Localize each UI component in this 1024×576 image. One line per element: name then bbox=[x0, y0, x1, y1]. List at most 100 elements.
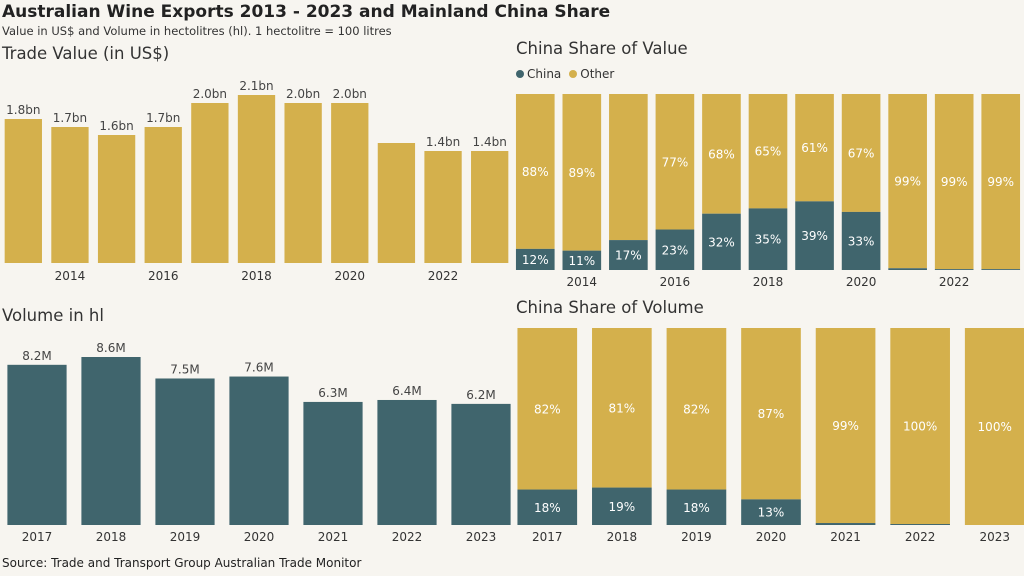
volume-data-label-2021: 6.3M bbox=[318, 386, 347, 400]
china-share-value-other-label-2016: 77% bbox=[662, 155, 689, 169]
trade-value-bar-2014 bbox=[51, 127, 89, 263]
china-share-value-bar-other-2017 bbox=[702, 94, 741, 214]
trade-value-bar-2018 bbox=[237, 95, 276, 263]
trade-value-data-label-2023: 1.4bn bbox=[473, 135, 507, 149]
china-share-value-china-label-2018: 35% bbox=[755, 233, 782, 247]
trade-value-data-label-2015: 1.6bn bbox=[99, 119, 133, 133]
china-share-value-bar-china-2019 bbox=[795, 201, 834, 270]
trade-value-tick-label-2020: 2020 bbox=[334, 269, 365, 283]
trade-value-tick-label-2014: 2014 bbox=[55, 269, 86, 283]
legend-item-other: Other bbox=[569, 67, 614, 81]
china-share-volume-bar-other-2017 bbox=[517, 328, 578, 490]
china-share-volume-bar-other-2021 bbox=[815, 328, 876, 524]
china-share-value-tick-label-2014: 2014 bbox=[567, 275, 598, 289]
legend-label-china: China bbox=[527, 67, 562, 81]
china-share-value-bar-other-2022 bbox=[934, 94, 974, 270]
legend-label-other: Other bbox=[580, 67, 615, 81]
china-share-value-bar-other-2016 bbox=[655, 94, 695, 230]
china-share-value-bar-china-2022 bbox=[934, 269, 974, 270]
trade-value-tick-label-2018: 2018 bbox=[241, 269, 272, 283]
trade-value-tick-label-2022: 2022 bbox=[428, 269, 459, 283]
china-share-value-other-label-2017: 68% bbox=[708, 147, 735, 161]
china-share-volume-other-label-2019: 82% bbox=[683, 402, 710, 416]
china-share-value-other-label-2021: 99% bbox=[894, 175, 921, 189]
china-share-volume-bar-china-2020 bbox=[741, 499, 801, 525]
china-share-value-other-label-2020: 67% bbox=[848, 146, 875, 160]
volume-data-label-2020: 7.6M bbox=[244, 361, 273, 375]
china-share-value-tick-label-2020: 2020 bbox=[846, 275, 877, 289]
china-share-value-bar-other-2018 bbox=[748, 94, 788, 209]
volume-tick-label-2021: 2021 bbox=[318, 530, 349, 544]
china-share-value-other-label-2019: 61% bbox=[801, 141, 828, 155]
volume-bar-2023 bbox=[451, 403, 511, 525]
volume-title: Volume in hl bbox=[2, 306, 104, 325]
china-share-value-bar-china-2020 bbox=[841, 211, 881, 270]
china-share-value-title: China Share of Value bbox=[516, 39, 688, 58]
china-share-value-bar-china-2017 bbox=[702, 213, 741, 270]
china-share-volume-other-label-2022: 100% bbox=[903, 420, 937, 434]
volume-bar-2021 bbox=[303, 401, 363, 525]
china-share-value-other-label-2013: 88% bbox=[522, 165, 549, 179]
china-share-value-china-label-2017: 32% bbox=[708, 235, 735, 249]
legend-swatch-china bbox=[516, 70, 524, 78]
volume-tick-label-2018: 2018 bbox=[96, 530, 127, 544]
china-share-value-bar-other-2021 bbox=[888, 94, 927, 269]
china-share-value-bar-other-2019 bbox=[795, 94, 834, 202]
china-share-value-bar-other-2015 bbox=[609, 94, 648, 241]
china-share-value-bar-other-2020 bbox=[841, 94, 881, 212]
trade-value-bar-2016 bbox=[144, 127, 182, 263]
china-share-volume-tick-label-2017: 2017 bbox=[532, 530, 563, 544]
china-share-volume-bar-other-2023 bbox=[964, 328, 1024, 525]
legend-item-china: China bbox=[516, 67, 561, 81]
china-share-volume-bar-china-2022 bbox=[890, 524, 950, 525]
china-share-volume-bar-other-2020 bbox=[741, 328, 801, 500]
china-share-value-bar-china-2015 bbox=[609, 240, 648, 270]
volume-bar-2022 bbox=[377, 399, 437, 525]
china-share-value-bar-china-2014 bbox=[562, 250, 602, 270]
trade-value-data-label-2018: 2.1bn bbox=[239, 79, 273, 93]
china-share-value-tick-label-2018: 2018 bbox=[753, 275, 784, 289]
china-share-volume-other-label-2018: 81% bbox=[609, 401, 636, 415]
trade-value-bar-2022 bbox=[424, 151, 462, 263]
china-share-value-other-label-2023: 99% bbox=[987, 175, 1014, 189]
china-share-value-china-label-2013: 12% bbox=[522, 253, 549, 267]
china-share-value-bar-china-2018 bbox=[748, 208, 788, 270]
trade-value-tick-label-2016: 2016 bbox=[148, 269, 179, 283]
china-share-value-tick-label-2022: 2022 bbox=[939, 275, 970, 289]
china-share-volume-other-label-2020: 87% bbox=[758, 407, 785, 421]
trade-value-bar-2020 bbox=[331, 103, 369, 263]
china-share-volume-china-label-2020: 13% bbox=[758, 506, 785, 520]
page-subtitle: Value in US$ and Volume in hectolitres (… bbox=[2, 24, 392, 38]
trade-value-bar-2023 bbox=[471, 151, 509, 263]
trade-value-data-label-2020: 2.0bn bbox=[333, 87, 367, 101]
trade-value-data-label-2019: 2.0bn bbox=[286, 87, 320, 101]
volume-tick-label-2017: 2017 bbox=[22, 530, 53, 544]
china-share-value-china-label-2015: 17% bbox=[615, 249, 642, 263]
china-share-volume-bar-china-2019 bbox=[666, 489, 727, 525]
china-share-value-other-label-2014: 89% bbox=[568, 166, 595, 180]
volume-data-label-2023: 6.2M bbox=[466, 388, 495, 402]
volume-data-label-2019: 7.5M bbox=[170, 362, 199, 376]
volume-tick-label-2022: 2022 bbox=[392, 530, 423, 544]
trade-value-bar-2021 bbox=[377, 143, 416, 263]
share-legend: China Other bbox=[516, 67, 614, 81]
volume-tick-label-2023: 2023 bbox=[466, 530, 497, 544]
china-share-value-other-label-2022: 99% bbox=[941, 175, 968, 189]
china-share-volume-china-label-2018: 19% bbox=[609, 500, 636, 514]
legend-swatch-other bbox=[569, 70, 578, 78]
trade-value-data-label-2022: 1.4bn bbox=[426, 135, 460, 149]
volume-bar-2018 bbox=[81, 357, 141, 525]
trade-value-title: Trade Value (in US$) bbox=[2, 44, 170, 63]
trade-value-data-label-2013: 1.8bn bbox=[6, 103, 40, 117]
china-share-value-bar-other-2013 bbox=[515, 94, 555, 249]
volume-data-label-2018: 8.6M bbox=[96, 341, 125, 355]
china-share-volume-tick-label-2020: 2020 bbox=[756, 530, 787, 544]
china-share-volume-title: China Share of Volume bbox=[516, 298, 704, 317]
trade-value-bar-2017 bbox=[191, 103, 229, 263]
china-share-value-china-label-2019: 39% bbox=[801, 229, 828, 243]
china-share-volume-china-label-2017: 18% bbox=[534, 501, 561, 515]
trade-value-bar-2019 bbox=[284, 103, 322, 263]
china-share-volume-bar-other-2022 bbox=[890, 328, 950, 525]
trade-value-data-label-2017: 2.0bn bbox=[193, 87, 227, 101]
